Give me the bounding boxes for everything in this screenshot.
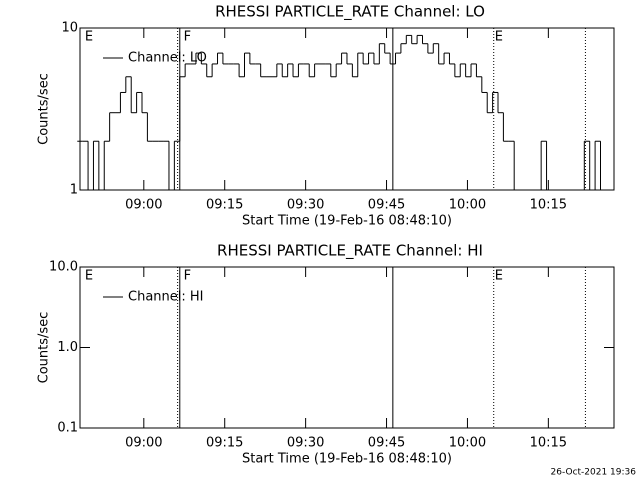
- event-label: F: [184, 269, 191, 284]
- x-axis-title: Start Time (19-Feb-16 08:48:10): [242, 214, 452, 229]
- plot-frame: [79, 27, 615, 191]
- x-tick-label: 09:30: [287, 198, 324, 213]
- y-axis-title: Counts/sec: [37, 73, 52, 145]
- x-tick-label: 10:15: [530, 198, 567, 213]
- x-tick-label: 09:15: [206, 198, 243, 213]
- chart-title: RHESSI PARTICLE_RATE Channel: LO: [215, 3, 485, 22]
- event-label: E: [495, 269, 503, 284]
- x-tick-label: 10:00: [449, 436, 486, 451]
- event-label: F: [184, 30, 191, 45]
- y-tick-label: 1.0: [57, 340, 78, 355]
- y-tick-label: 10.0: [49, 260, 78, 275]
- x-tick-label: 10:00: [449, 198, 486, 213]
- x-tick-label: 09:45: [368, 436, 405, 451]
- legend-label: Channel: LO: [128, 51, 207, 66]
- x-axis-title: Start Time (19-Feb-16 08:48:10): [242, 452, 452, 467]
- y-tick-label: 10: [61, 21, 78, 36]
- x-tick-label: 09:00: [125, 436, 162, 451]
- x-tick-label: 09:15: [206, 436, 243, 451]
- timestamp: 26-Oct-2021 19:36: [551, 468, 637, 478]
- event-label: E: [495, 30, 503, 45]
- event-label: E: [85, 269, 93, 284]
- y-tick-label: 0.1: [57, 421, 78, 436]
- chart-title: RHESSI PARTICLE_RATE Channel: HI: [217, 242, 483, 261]
- event-label: E: [85, 30, 93, 45]
- y-tick-label: 1: [70, 183, 78, 198]
- x-tick-label: 09:45: [368, 198, 405, 213]
- y-axis-title: Counts/sec: [37, 312, 52, 384]
- x-tick-label: 09:00: [125, 198, 162, 213]
- x-tick-label: 09:30: [287, 436, 324, 451]
- legend-label: Channel: HI: [128, 290, 204, 305]
- x-tick-label: 10:15: [530, 436, 567, 451]
